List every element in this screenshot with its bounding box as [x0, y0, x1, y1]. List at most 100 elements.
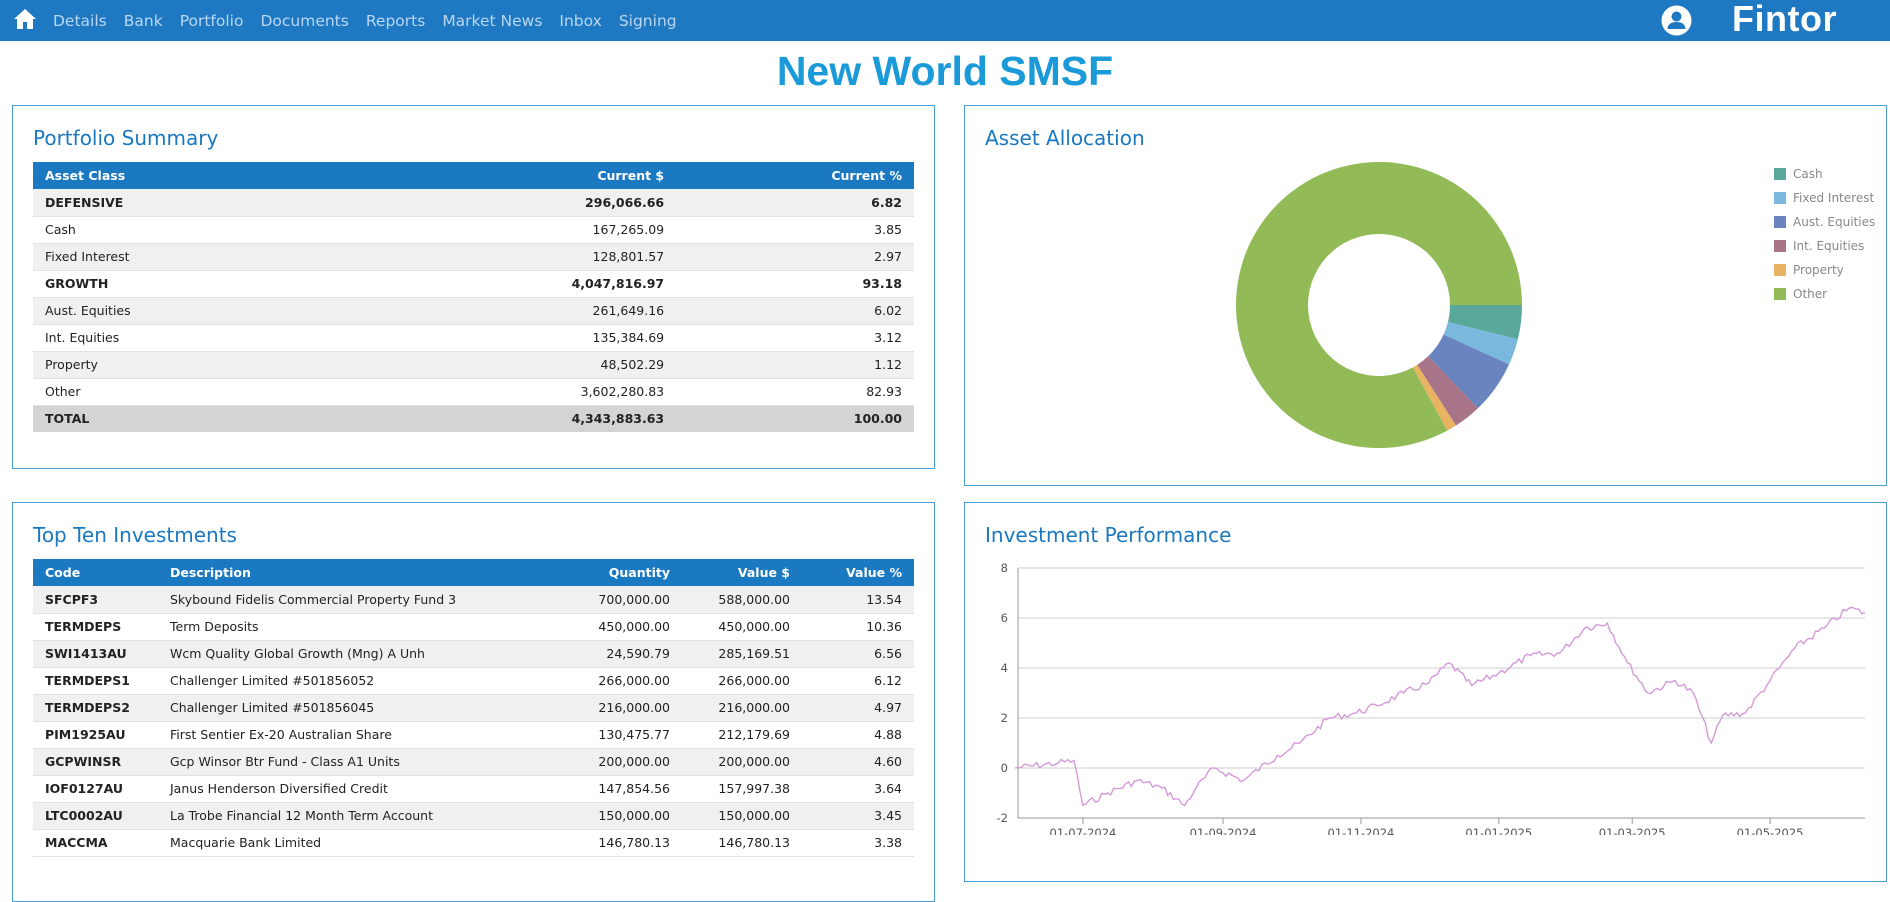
donut-slice-fixed-interest[interactable] [1443, 322, 1518, 365]
y-tick-label: 4 [1001, 661, 1008, 675]
value-pct-cell: 10.36 [802, 613, 914, 641]
legend-item-cash[interactable]: Cash [1774, 162, 1875, 186]
value-dollar-cell: 200,000.00 [682, 748, 802, 776]
col-quantity[interactable]: Quantity [558, 559, 682, 586]
table-row[interactable]: TERMDEPS2 Challenger Limited #501856045 21… [33, 694, 914, 722]
top-ten-body: SFCPF3 Skybound Fidelis Commercial Proper… [33, 586, 914, 857]
nav-details[interactable]: Details [53, 11, 107, 30]
donut-slice-property[interactable] [1412, 364, 1456, 431]
description-cell: La Trobe Financial 12 Month Term Account [158, 802, 558, 830]
x-tick-label: 01-11-2024 [1328, 826, 1395, 835]
value-dollar-cell: 285,169.51 [682, 640, 802, 668]
portfolio-summary-table: Asset Class Current $ Current % DEFENSIV… [33, 162, 914, 432]
current-dollar-cell: 135,384.69 [464, 324, 677, 352]
legend-swatch [1774, 288, 1786, 300]
table-row[interactable]: MACCMA Macquarie Bank Limited 146,780.13 14… [33, 829, 914, 857]
col-code[interactable]: Code [33, 559, 158, 586]
table-row: Cash 167,265.09 3.85 [33, 216, 914, 244]
current-dollar-cell: 48,502.29 [464, 351, 677, 379]
legend-item-aust-equities[interactable]: Aust. Equities [1774, 210, 1875, 234]
nav-bank[interactable]: Bank [123, 11, 163, 30]
donut-slice-cash[interactable] [1447, 305, 1522, 340]
table-row[interactable]: SWI1413AU Wcm Quality Global Growth (Mng)… [33, 640, 914, 668]
table-row[interactable]: TERMDEPS Term Deposits 450,000.00 450,000.0… [33, 613, 914, 641]
table-row[interactable]: GCPWINSR Gcp Winsor Btr Fund - Class A1 U… [33, 748, 914, 776]
value-dollar-cell: 212,179.69 [682, 721, 802, 749]
current-pct-cell: 93.18 [676, 270, 914, 298]
quantity-cell: 146,780.13 [558, 829, 682, 857]
value-pct-cell: 3.64 [802, 775, 914, 803]
asset-class-cell: Other [33, 378, 465, 406]
table-row: DEFENSIVE 296,066.66 6.82 [33, 189, 914, 217]
col-asset-class[interactable]: Asset Class [33, 162, 465, 189]
portfolio-summary-panel: Portfolio Summary Asset Class Current $ … [12, 105, 935, 469]
top-ten-panel: Top Ten Investments Code Description Qua… [12, 502, 935, 902]
table-row[interactable]: IOF0127AU Janus Henderson Diversified Cre… [33, 775, 914, 803]
value-pct-cell: 6.12 [802, 667, 914, 695]
investment-performance-title: Investment Performance [985, 523, 1232, 547]
table-row[interactable]: SFCPF3 Skybound Fidelis Commercial Proper… [33, 586, 914, 614]
legend-item-property[interactable]: Property [1774, 258, 1875, 282]
legend-swatch [1774, 168, 1786, 180]
col-description[interactable]: Description [158, 559, 558, 586]
table-row[interactable]: LTC0002AU La Trobe Financial 12 Month Ter… [33, 802, 914, 830]
nav-portfolio[interactable]: Portfolio [179, 11, 244, 30]
current-dollar-cell: 128,801.57 [464, 243, 677, 271]
current-pct-cell: 1.12 [676, 351, 914, 379]
quantity-cell: 450,000.00 [558, 613, 682, 641]
col-value-pct[interactable]: Value % [802, 559, 914, 586]
total-pct: 100.00 [676, 405, 914, 432]
value-dollar-cell: 266,000.00 [682, 667, 802, 695]
description-cell: Macquarie Bank Limited [158, 829, 558, 857]
value-pct-cell: 6.56 [802, 640, 914, 668]
table-row: Int. Equities 135,384.69 3.12 [33, 324, 914, 352]
table-row: GROWTH 4,047,816.97 93.18 [33, 270, 914, 298]
value-pct-cell: 4.88 [802, 721, 914, 749]
description-cell: Challenger Limited #501856045 [158, 694, 558, 722]
nav-signing[interactable]: Signing [618, 11, 677, 30]
legend-swatch [1774, 240, 1786, 252]
col-current-pct[interactable]: Current % [676, 162, 914, 189]
legend-item-int-equities[interactable]: Int. Equities [1774, 234, 1875, 258]
code-cell: TERMDEPS1 [33, 667, 158, 695]
code-cell: SFCPF3 [33, 586, 158, 614]
table-row[interactable]: PIM1925AU First Sentier Ex-20 Australian … [33, 721, 914, 749]
value-dollar-cell: 146,780.13 [682, 829, 802, 857]
description-cell: Term Deposits [158, 613, 558, 641]
x-tick-label: 01-03-2025 [1599, 826, 1666, 835]
current-dollar-cell: 261,649.16 [464, 297, 677, 325]
col-value-dollar[interactable]: Value $ [682, 559, 802, 586]
nav-documents[interactable]: Documents [260, 11, 349, 30]
asset-allocation-title: Asset Allocation [985, 126, 1145, 150]
user-avatar-icon[interactable] [1660, 4, 1693, 37]
nav-market-news[interactable]: Market News [442, 11, 543, 30]
quantity-cell: 24,590.79 [558, 640, 682, 668]
current-pct-cell: 3.12 [676, 324, 914, 352]
col-current-dollar[interactable]: Current $ [464, 162, 677, 189]
quantity-cell: 700,000.00 [558, 586, 682, 614]
nav-reports[interactable]: Reports [365, 11, 426, 30]
current-pct-cell: 2.97 [676, 243, 914, 271]
asset-class-cell: GROWTH [33, 270, 465, 298]
legend-label: Other [1793, 287, 1828, 301]
donut-slice-int-equities[interactable] [1417, 356, 1478, 426]
code-cell: TERMDEPS2 [33, 694, 158, 722]
total-value: 4,343,883.63 [464, 405, 677, 432]
code-cell: SWI1413AU [33, 640, 158, 668]
donut-slice-aust-equities[interactable] [1428, 334, 1510, 409]
page-title: New World SMSF [776, 48, 1114, 94]
x-tick-label: 01-07-2024 [1050, 826, 1117, 835]
description-cell: Challenger Limited #501856052 [158, 667, 558, 695]
legend-label: Fixed Interest [1793, 191, 1875, 205]
home-icon[interactable] [12, 6, 38, 32]
nav-inbox[interactable]: Inbox [559, 11, 602, 30]
investment-performance-line-chart: -2 0 2 4 6 8 01-07-2024 01-09-2024 01-11-2024 01-… [997, 561, 1866, 835]
y-tick-label: -2 [997, 811, 1008, 825]
current-pct-cell: 3.85 [676, 216, 914, 244]
top-ten-title: Top Ten Investments [33, 523, 237, 547]
legend-item-other[interactable]: Other [1774, 282, 1875, 306]
table-header-row: Asset Class Current $ Current % [33, 162, 914, 189]
table-row[interactable]: TERMDEPS1 Challenger Limited #501856052 26… [33, 667, 914, 695]
top-ten-table: Code Description Quantity Value $ Value … [33, 559, 914, 857]
legend-item-fixed-interest[interactable]: Fixed Interest [1774, 186, 1875, 210]
